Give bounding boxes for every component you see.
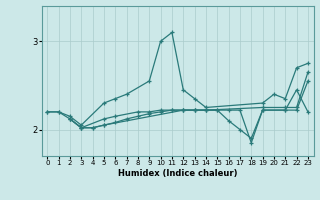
X-axis label: Humidex (Indice chaleur): Humidex (Indice chaleur)	[118, 169, 237, 178]
